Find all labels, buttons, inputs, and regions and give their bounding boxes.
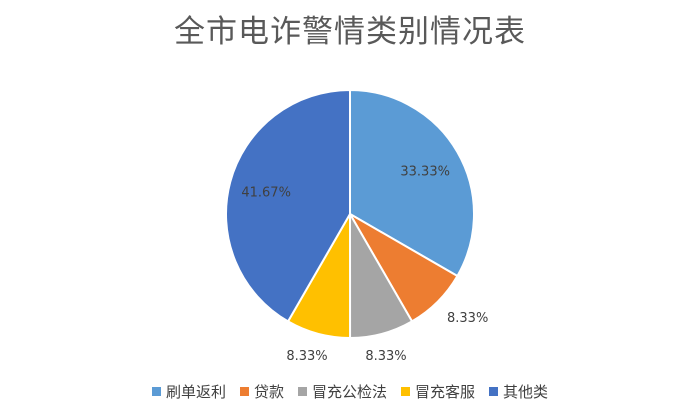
chart-title: 全市电诈警情类别情况表 (174, 14, 526, 50)
data-label-5: 41.67% (241, 186, 291, 201)
legend-item-3: 冒充公检法 (297, 381, 387, 402)
chart-legend: 刷单返利 贷款 冒充公检法 冒充客服 其他类 (0, 381, 700, 402)
legend-label-3: 冒充公检法 (311, 383, 387, 401)
legend-label-4: 冒充客服 (415, 383, 476, 401)
legend-item-4: 冒充客服 (401, 381, 475, 402)
pie-slice-5 (225, 88, 351, 323)
legend-swatch-2 (239, 387, 249, 396)
legend-swatch-4 (401, 387, 410, 396)
legend-item-1: 刷单返利 (151, 381, 226, 402)
legend-item-2: 贷款 (239, 381, 284, 402)
legend-swatch-3 (297, 387, 307, 396)
legend-swatch-5 (489, 387, 499, 396)
legend-label-2: 贷款 (253, 383, 284, 401)
legend-swatch-1 (151, 387, 161, 396)
legend-label-5: 其他类 (503, 383, 549, 401)
data-label-4: 8.33% (286, 349, 327, 364)
data-label-1: 33.33% (400, 165, 450, 180)
pie-slice-1 (349, 88, 475, 278)
data-label-2: 8.33% (447, 311, 488, 326)
data-label-3: 8.33% (365, 349, 406, 364)
legend-label-1: 刷单返利 (165, 383, 226, 401)
legend-item-5: 其他类 (489, 381, 548, 402)
